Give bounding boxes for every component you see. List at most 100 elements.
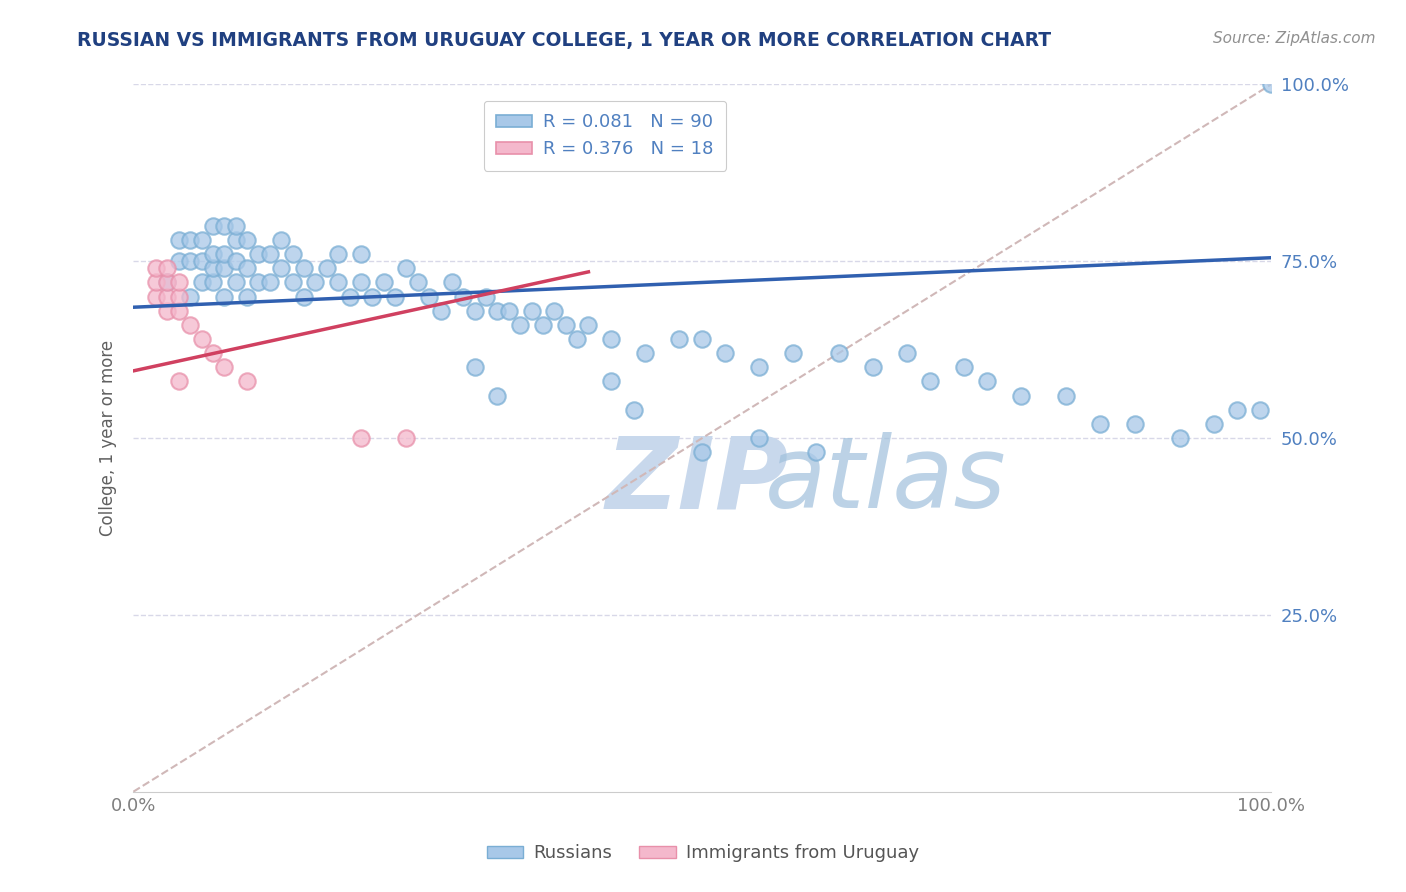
Point bbox=[236, 375, 259, 389]
Point bbox=[1249, 402, 1271, 417]
Point bbox=[201, 261, 224, 276]
Point bbox=[464, 360, 486, 375]
Point bbox=[281, 276, 304, 290]
Point bbox=[554, 318, 576, 332]
Point bbox=[190, 276, 212, 290]
Point bbox=[225, 254, 247, 268]
Point bbox=[395, 431, 418, 445]
Point bbox=[339, 290, 361, 304]
Point bbox=[247, 247, 270, 261]
Point bbox=[156, 290, 179, 304]
Point bbox=[896, 346, 918, 360]
Point bbox=[214, 360, 236, 375]
Point bbox=[270, 261, 292, 276]
Point bbox=[350, 247, 373, 261]
Point bbox=[225, 233, 247, 247]
Point bbox=[350, 276, 373, 290]
Text: ZIP: ZIP bbox=[606, 432, 789, 529]
Point bbox=[179, 233, 201, 247]
Point bbox=[281, 247, 304, 261]
Point bbox=[214, 219, 236, 233]
Point bbox=[578, 318, 600, 332]
Point bbox=[782, 346, 804, 360]
Point bbox=[520, 303, 543, 318]
Point bbox=[748, 431, 770, 445]
Point bbox=[953, 360, 976, 375]
Point bbox=[918, 375, 941, 389]
Point bbox=[418, 290, 440, 304]
Point bbox=[453, 290, 475, 304]
Point bbox=[236, 261, 259, 276]
Point bbox=[167, 375, 190, 389]
Point bbox=[326, 276, 349, 290]
Point bbox=[1123, 417, 1146, 431]
Point bbox=[690, 332, 713, 346]
Point bbox=[1054, 389, 1077, 403]
Point bbox=[690, 445, 713, 459]
Point bbox=[531, 318, 554, 332]
Point bbox=[214, 247, 236, 261]
Point bbox=[214, 261, 236, 276]
Point bbox=[179, 318, 201, 332]
Point bbox=[1204, 417, 1226, 431]
Point bbox=[145, 290, 167, 304]
Point bbox=[1226, 402, 1249, 417]
Point bbox=[214, 290, 236, 304]
Point bbox=[259, 276, 281, 290]
Point bbox=[748, 360, 770, 375]
Point bbox=[167, 233, 190, 247]
Point bbox=[156, 276, 179, 290]
Point bbox=[236, 290, 259, 304]
Point bbox=[1260, 78, 1282, 92]
Point bbox=[350, 431, 373, 445]
Point bbox=[429, 303, 451, 318]
Point bbox=[440, 276, 463, 290]
Point bbox=[475, 290, 498, 304]
Point bbox=[976, 375, 998, 389]
Point bbox=[156, 261, 179, 276]
Point bbox=[292, 261, 315, 276]
Point bbox=[201, 346, 224, 360]
Point bbox=[167, 303, 190, 318]
Text: RUSSIAN VS IMMIGRANTS FROM URUGUAY COLLEGE, 1 YEAR OR MORE CORRELATION CHART: RUSSIAN VS IMMIGRANTS FROM URUGUAY COLLE… bbox=[77, 31, 1052, 50]
Point bbox=[395, 261, 418, 276]
Point bbox=[201, 219, 224, 233]
Point bbox=[201, 276, 224, 290]
Point bbox=[714, 346, 737, 360]
Point bbox=[145, 276, 167, 290]
Point bbox=[225, 276, 247, 290]
Point bbox=[179, 254, 201, 268]
Point bbox=[225, 219, 247, 233]
Text: atlas: atlas bbox=[765, 432, 1007, 529]
Point bbox=[373, 276, 395, 290]
Text: Source: ZipAtlas.com: Source: ZipAtlas.com bbox=[1212, 31, 1375, 46]
Point bbox=[236, 233, 259, 247]
Point bbox=[304, 276, 326, 290]
Point bbox=[167, 254, 190, 268]
Point bbox=[190, 254, 212, 268]
Point bbox=[179, 290, 201, 304]
Point bbox=[167, 290, 190, 304]
Point bbox=[156, 276, 179, 290]
Point bbox=[623, 402, 645, 417]
Point bbox=[486, 303, 509, 318]
Point bbox=[1090, 417, 1112, 431]
Point bbox=[543, 303, 565, 318]
Legend: R = 0.081   N = 90, R = 0.376   N = 18: R = 0.081 N = 90, R = 0.376 N = 18 bbox=[484, 101, 727, 171]
Point bbox=[259, 247, 281, 261]
Point bbox=[190, 233, 212, 247]
Point bbox=[498, 303, 520, 318]
Point bbox=[1010, 389, 1032, 403]
Point bbox=[315, 261, 337, 276]
Point bbox=[167, 276, 190, 290]
Point bbox=[600, 375, 623, 389]
Point bbox=[509, 318, 531, 332]
Point bbox=[361, 290, 384, 304]
Point bbox=[1168, 431, 1191, 445]
Point bbox=[156, 303, 179, 318]
Point bbox=[565, 332, 588, 346]
Legend: Russians, Immigrants from Uruguay: Russians, Immigrants from Uruguay bbox=[479, 838, 927, 870]
Point bbox=[804, 445, 827, 459]
Point bbox=[464, 303, 486, 318]
Point bbox=[247, 276, 270, 290]
